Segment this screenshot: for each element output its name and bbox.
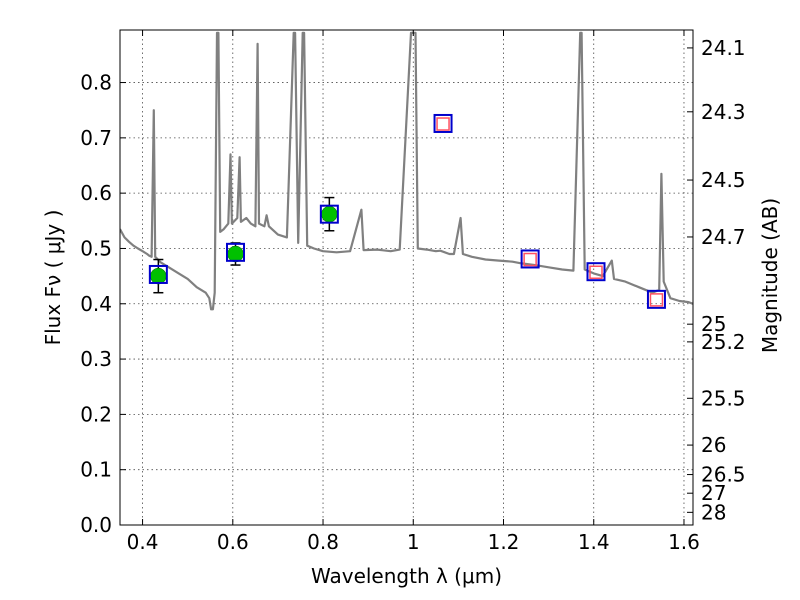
x-tick-label: 1.4 <box>578 530 610 554</box>
y2-tick-label: 25.5 <box>701 386 746 410</box>
y2-tick-label: 24.3 <box>701 100 746 124</box>
plot-frame <box>119 29 694 526</box>
x-tick-label: 0.8 <box>307 530 339 554</box>
model-point <box>226 242 246 262</box>
y-tick-label: 0.6 <box>80 181 112 205</box>
model-point <box>319 204 339 224</box>
y-tick-label: 0.7 <box>80 126 112 150</box>
y-tick-label: 0.0 <box>80 513 112 537</box>
y-axis-title: Flux Fν ( μJy ) <box>41 210 65 346</box>
photometry-markers <box>148 113 666 309</box>
y2-tick-label: 24.7 <box>701 225 746 249</box>
y-tick-label: 0.3 <box>80 347 112 371</box>
x-tick-label: 0.4 <box>127 530 159 554</box>
model-point <box>586 262 606 282</box>
predicted-point <box>589 265 603 279</box>
y-tick-label: 0.8 <box>80 71 112 95</box>
y-tick-label: 0.4 <box>80 292 112 316</box>
y2-tick-label: 25.2 <box>701 330 746 354</box>
x-axis-title: Wavelength λ (μm) <box>311 564 502 588</box>
x-tick-label: 1.6 <box>668 530 700 554</box>
predicted-point <box>436 117 450 131</box>
y2-tick-label: 24.5 <box>701 168 746 192</box>
y-tick-label: 0.5 <box>80 236 112 260</box>
model-spectrum-series <box>120 31 693 311</box>
x-tick-label: 0.6 <box>217 530 249 554</box>
predicted-point <box>523 252 537 267</box>
y-axis-ticks: 0.0 0.1 0.2 0.3 0.4 0.5 0.6 0.7 0.8 <box>80 71 126 537</box>
model-point <box>433 113 453 133</box>
model-point <box>520 249 540 269</box>
x-tick-label: 1 <box>407 530 420 554</box>
y2-tick-label: 26.5 <box>701 463 746 487</box>
y-tick-label: 0.1 <box>80 458 112 482</box>
model-point <box>148 264 168 284</box>
x-tick-label: 1.2 <box>488 530 520 554</box>
observed-point <box>321 205 338 223</box>
spectrum-line <box>120 31 693 311</box>
model-point <box>646 289 666 309</box>
y2-axis-title: Magnitude (AB) <box>758 198 782 353</box>
y2-tick-label: 25 <box>701 312 726 336</box>
observed-point <box>150 267 167 285</box>
x-axis-ticks: 0.4 0.6 0.8 1 1.2 1.4 1.6 <box>127 30 700 554</box>
y2-tick-label: 28 <box>701 500 726 524</box>
y-tick-label: 0.2 <box>80 402 112 426</box>
predicted-point <box>649 293 664 307</box>
y2-tick-label: 27 <box>701 481 726 505</box>
y2-tick-label: 24.1 <box>701 36 746 60</box>
y2-tick-label: 26 <box>701 433 726 457</box>
observed-point <box>227 245 244 263</box>
